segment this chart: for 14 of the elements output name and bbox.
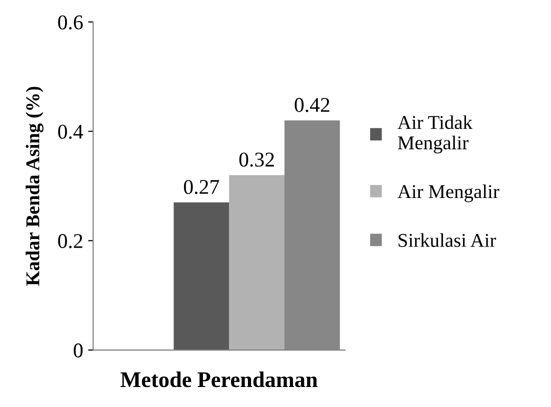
data-label: 0.32	[239, 152, 274, 167]
x-axis-title: Metode Perendaman	[120, 372, 318, 388]
y-tick-label: 0.2	[58, 234, 82, 248]
y-tick-label: 0.4	[58, 124, 84, 139]
y-axis-title: Kadar Benda Asing (%)	[26, 86, 44, 286]
y-tick-label: 0.6	[58, 15, 83, 30]
y-tick-label: 0	[74, 343, 83, 358]
data-label: 0.27	[184, 180, 220, 194]
bar	[174, 202, 230, 350]
legend-label: Air Tidak Mengalir	[398, 115, 472, 154]
bar	[229, 175, 284, 350]
data-label: 0.42	[294, 98, 330, 112]
legend-label: Air Mengalir	[398, 184, 500, 202]
legend-label: Sirkulasi Air	[398, 233, 496, 247]
